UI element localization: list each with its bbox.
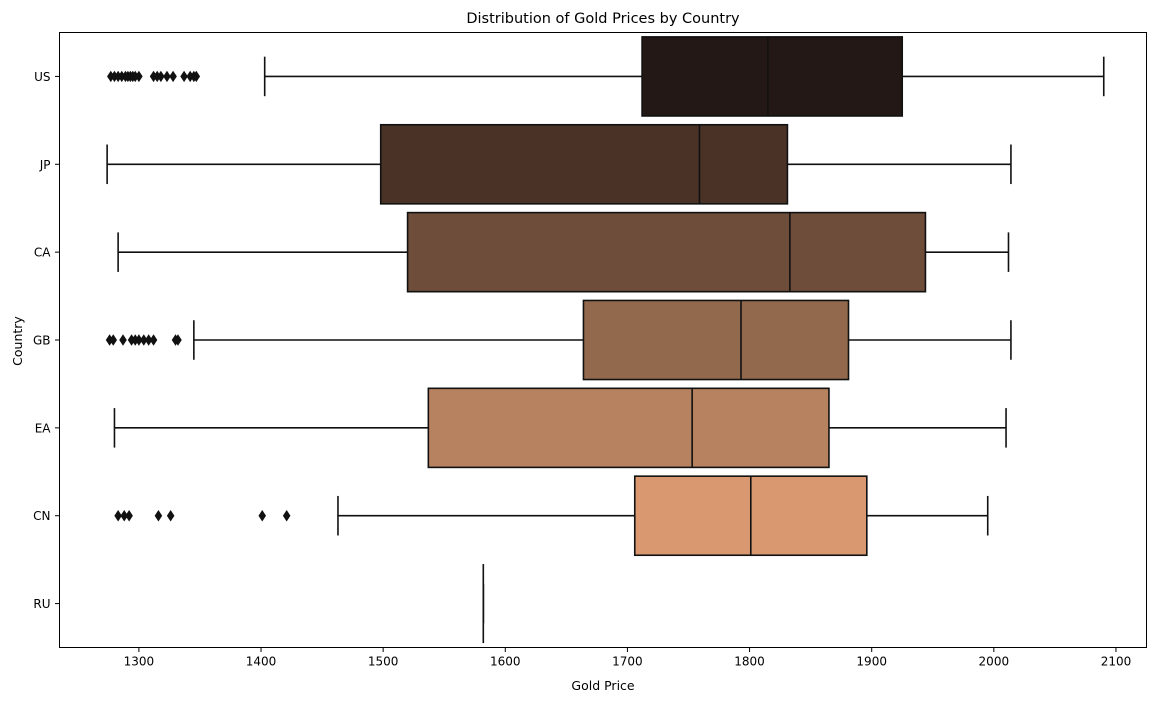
x-tick-label: 1400 <box>246 655 277 669</box>
outlier-point <box>258 509 267 522</box>
outlier-point <box>120 509 129 522</box>
x-tick-label: 1700 <box>612 655 643 669</box>
outlier-point <box>114 509 122 522</box>
outlier-point <box>166 509 175 522</box>
outlier-point <box>119 334 127 346</box>
outlier-point <box>109 334 118 346</box>
box-iqr <box>406 211 927 293</box>
y-axis-label: Country <box>10 316 25 366</box>
chart-title: Distribution of Gold Prices by Country <box>466 11 740 27</box>
x-tick-label: 1500 <box>368 655 399 669</box>
box-ca <box>117 211 1010 293</box>
outlier-point <box>125 509 133 522</box>
x-tick-label: 2100 <box>1101 655 1132 669</box>
outlier-point <box>157 70 165 83</box>
box-jp <box>106 123 1012 205</box>
box-us <box>107 36 1105 117</box>
box-iqr <box>379 123 789 205</box>
x-tick-label: 1300 <box>124 655 155 669</box>
box-iqr <box>427 387 830 469</box>
outlier-point <box>169 70 177 83</box>
box-iqr <box>641 36 904 117</box>
outlier-point <box>282 509 291 522</box>
y-tick-label: GB <box>33 334 51 348</box>
y-tick-label: EA <box>35 421 52 435</box>
outlier-point <box>163 70 171 83</box>
outlier-point <box>192 70 201 83</box>
box-ea <box>113 387 1007 469</box>
x-axis: 1300 1400 1500 1600 1700 1800 1900 2000 2100 <box>124 647 1132 669</box>
boxes-layer <box>105 36 1105 644</box>
y-tick-label: RU <box>33 597 50 611</box>
outlier-point <box>135 334 143 346</box>
box-iqr <box>582 299 850 381</box>
y-tick-label: CA <box>34 246 51 260</box>
x-tick-label: 1600 <box>490 655 521 669</box>
outlier-point <box>154 509 163 522</box>
y-tick-label: US <box>34 70 50 84</box>
y-tick-label: JP <box>39 158 51 172</box>
x-tick-label: 1800 <box>734 655 765 669</box>
outlier-point <box>139 334 148 346</box>
y-tick-label: CN <box>33 509 50 523</box>
outlier-point <box>180 70 188 83</box>
outlier-point <box>174 334 182 346</box>
y-axis: US JP CA GB EA CN RU <box>33 70 60 611</box>
box-gb <box>105 299 1012 381</box>
x-axis-label: Gold Price <box>571 678 635 693</box>
x-tick-label: 2000 <box>979 655 1010 669</box>
outlier-point <box>144 334 153 346</box>
outlier-point <box>135 70 143 83</box>
outlier-point <box>149 334 158 346</box>
x-tick-label: 1900 <box>856 655 887 669</box>
box-cn <box>114 475 989 557</box>
